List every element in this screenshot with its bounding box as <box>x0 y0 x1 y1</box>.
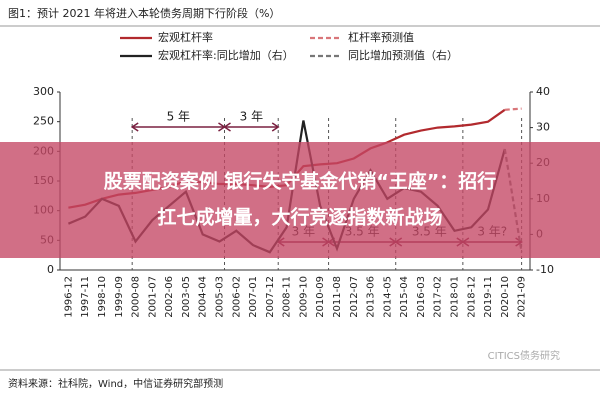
arrow-head <box>223 122 280 132</box>
y-tick-label: 0 <box>47 263 54 276</box>
source: 资料来源：社科院，Wind，中信证券研究部预测 <box>8 377 223 390</box>
y2-tick-label: -10 <box>536 263 554 276</box>
x-tick-label: 1996-12 <box>63 276 74 318</box>
x-tick-label: 2018-01 <box>449 276 460 318</box>
annotation: 5 年 <box>167 110 190 124</box>
x-tick-label: 2012-07 <box>349 276 360 318</box>
banner-text: 股票配资案例 银行失守基金代销“王座”：招行 <box>104 170 497 193</box>
x-tick-label: 2018-12 <box>466 276 477 318</box>
legend-label: 杠杆率预测值 <box>348 30 414 44</box>
y-tick-label: 250 <box>33 115 54 128</box>
legend-label: 宏观杠杆率 <box>158 30 213 44</box>
x-tick-label: 2008-11 <box>282 276 293 318</box>
x-tick-label: 2000-08 <box>131 276 142 318</box>
x-tick-label: 2006-02 <box>231 276 242 318</box>
y2-tick-label: 40 <box>536 85 550 98</box>
x-tick-label: 2017-02 <box>433 276 444 318</box>
series-line <box>504 107 522 111</box>
x-tick-label: 1998-10 <box>97 276 108 318</box>
x-tick-label: 2011-08 <box>332 276 343 318</box>
x-tick-label: 2021-09 <box>517 276 528 318</box>
x-tick-label: 1999-09 <box>114 276 125 318</box>
x-tick-label: 2010-09 <box>315 276 326 318</box>
x-tick-label: 2003-05 <box>181 276 192 318</box>
x-tick-label: 2007-12 <box>265 276 276 318</box>
x-tick-label: 2009-10 <box>298 276 309 318</box>
x-tick-label: 1997-11 <box>80 276 91 318</box>
x-tick-label: 2007-01 <box>248 276 259 318</box>
x-tick-label: 2016-03 <box>416 276 427 318</box>
x-tick-label: 2002-06 <box>164 276 175 318</box>
x-tick-label: 2005-03 <box>214 276 225 318</box>
x-tick-label: 2015-04 <box>399 276 410 318</box>
x-tick-label: 2013-06 <box>366 276 377 318</box>
x-tick-label: 2004-04 <box>198 276 209 318</box>
legend-label: 宏观杠杆率:同比增加（右） <box>158 48 294 62</box>
watermark: CITICS债务研究 <box>488 349 560 362</box>
x-tick-label: 2020-10 <box>500 276 511 318</box>
x-tick-label: 2014-05 <box>382 276 393 318</box>
banner <box>0 142 600 258</box>
legend-label: 同比增加预测值（右） <box>348 48 458 62</box>
annotation: 3 年 <box>240 110 263 124</box>
x-tick-label: 2001-07 <box>147 276 158 318</box>
x-tick-label: 2019-11 <box>483 276 494 318</box>
y-tick-label: 300 <box>33 85 54 98</box>
chart-title: 图1：预计 2021 年将进入本轮债务周期下行阶段（%） <box>8 6 280 20</box>
banner-text: 扛七成增量，大行竞逐指数新战场 <box>157 206 442 229</box>
y2-tick-label: 30 <box>536 121 550 134</box>
